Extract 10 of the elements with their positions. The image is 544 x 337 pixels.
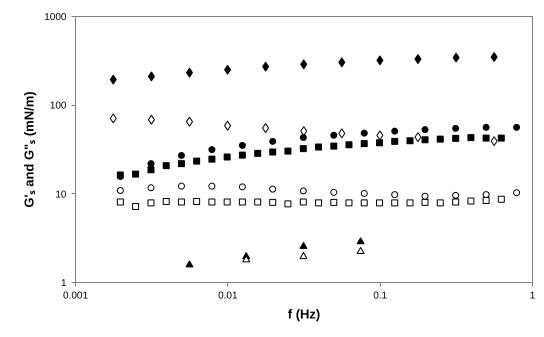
y-tick-label: 10 bbox=[55, 189, 67, 200]
x-axis-title: f (Hz) bbox=[288, 306, 320, 322]
y-tick-label: 1 bbox=[60, 278, 67, 289]
x-tick-label: 1 bbox=[530, 290, 536, 302]
y-axis-title: G'ₛ and G"ₛ (mN/m) bbox=[21, 91, 36, 208]
x-tick-label: 0.01 bbox=[218, 290, 238, 302]
y-tick-label: 1000 bbox=[44, 12, 67, 23]
x-tick-label: 0.001 bbox=[62, 290, 88, 302]
y-tick-label: 100 bbox=[50, 100, 67, 112]
x-tick-label: 0.1 bbox=[373, 290, 388, 302]
